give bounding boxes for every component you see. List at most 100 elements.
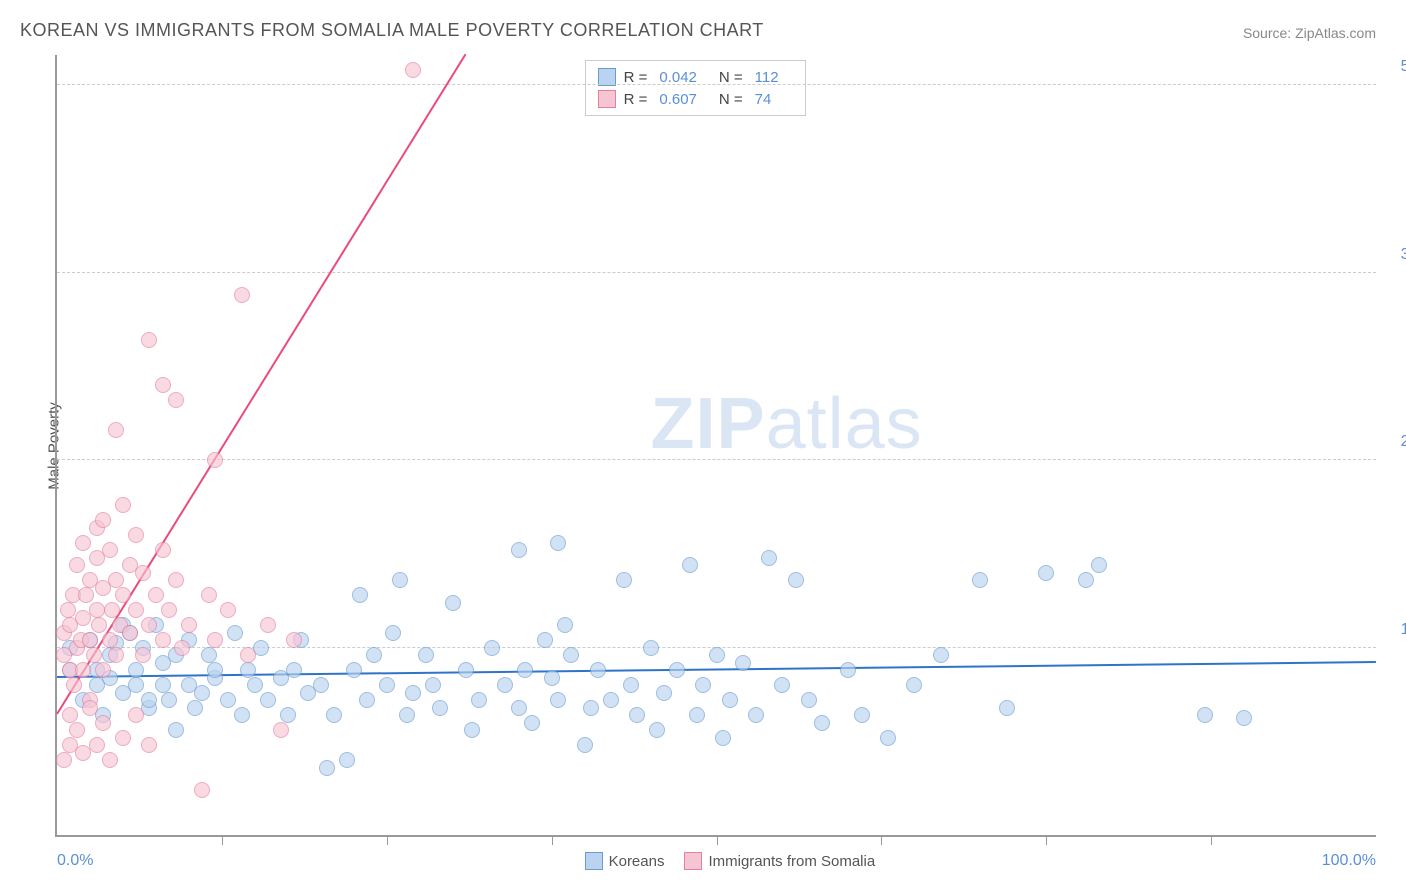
data-point [227,625,243,641]
data-point [999,700,1015,716]
data-point [56,752,72,768]
data-point [286,662,302,678]
data-point [392,572,408,588]
data-point [557,617,573,633]
data-point [458,662,474,678]
legend-r-label: R = [624,91,648,108]
legend-item: Immigrants from Somalia [684,852,875,870]
y-tick-label: 25.0% [1386,433,1406,451]
data-point [550,535,566,551]
data-point [577,737,593,753]
data-point [128,677,144,693]
data-point [511,700,527,716]
legend-n-label: N = [719,91,743,108]
data-point [313,677,329,693]
data-point [273,722,289,738]
data-point [550,692,566,708]
data-point [788,572,804,588]
data-point [194,685,210,701]
legend-swatch [585,852,603,870]
watermark-atlas: atlas [766,384,923,464]
data-point [148,587,164,603]
data-point [102,542,118,558]
data-point [484,640,500,656]
data-point [629,707,645,723]
data-point [1236,710,1252,726]
data-point [247,677,263,693]
legend-r-value: 0.607 [659,91,697,108]
data-point [66,677,82,693]
data-point [801,692,817,708]
data-point [432,700,448,716]
data-point [141,617,157,633]
legend-r-value: 0.042 [659,69,697,86]
data-point [511,542,527,558]
data-point [933,647,949,663]
data-point [108,647,124,663]
data-point [379,677,395,693]
data-point [89,602,105,618]
data-point [840,662,856,678]
x-tick [222,835,223,845]
data-point [906,677,922,693]
data-point [735,655,751,671]
data-point [682,557,698,573]
data-point [95,715,111,731]
data-point [385,625,401,641]
x-tick-label: 100.0% [1322,852,1376,870]
data-point [471,692,487,708]
data-point [168,572,184,588]
data-point [155,542,171,558]
data-point [326,707,342,723]
data-point [128,527,144,543]
data-point [122,625,138,641]
legend-n-label: N = [719,69,743,86]
data-point [240,647,256,663]
data-point [722,692,738,708]
data-point [135,565,151,581]
data-point [280,707,296,723]
data-point [445,595,461,611]
data-point [854,707,870,723]
data-point [60,602,76,618]
x-tick [1046,835,1047,845]
x-tick [717,835,718,845]
watermark-zip: ZIP [651,384,766,464]
data-point [141,737,157,753]
data-point [537,632,553,648]
data-point [669,662,685,678]
data-point [286,632,302,648]
data-point [115,587,131,603]
data-point [108,422,124,438]
data-point [69,557,85,573]
data-point [128,707,144,723]
data-point [346,662,362,678]
data-point [1078,572,1094,588]
data-point [234,287,250,303]
data-point [201,587,217,603]
data-point [366,647,382,663]
data-point [86,647,102,663]
correlation-legend: R =0.042N =112R =0.607N =74 [585,60,806,116]
data-point [75,535,91,551]
data-point [643,640,659,656]
data-point [603,692,619,708]
data-point [207,452,223,468]
data-point [240,662,256,678]
data-point [104,602,120,618]
data-point [161,692,177,708]
x-tick-label: 0.0% [57,852,93,870]
data-point [220,692,236,708]
data-point [207,662,223,678]
series-legend: Koreans Immigrants from Somalia [585,852,876,870]
legend-item: Koreans [585,852,665,870]
data-point [972,572,988,588]
data-point [260,617,276,633]
data-point [155,632,171,648]
data-point [168,722,184,738]
legend-label: Immigrants from Somalia [708,853,875,870]
data-point [128,602,144,618]
data-point [418,647,434,663]
data-point [201,647,217,663]
data-point [78,587,94,603]
